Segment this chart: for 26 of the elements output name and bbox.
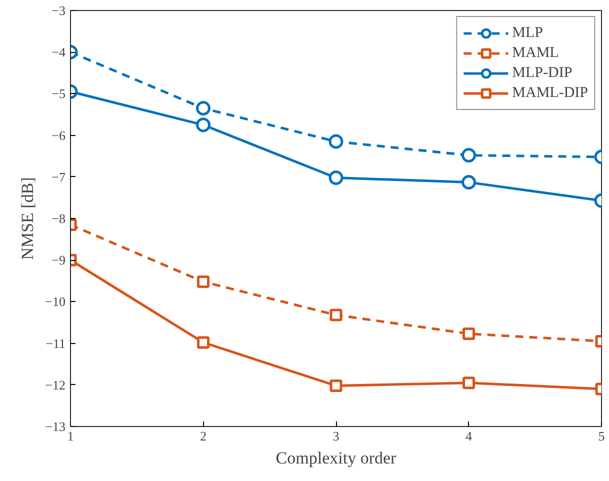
y-tick-label: −8 (52, 211, 66, 226)
y-tick-label: −3 (52, 3, 66, 18)
legend-label: MLP (512, 24, 543, 42)
legend-label: MAML (512, 44, 559, 62)
y-tick-label: −9 (52, 252, 66, 268)
x-tick-label: 5 (598, 428, 605, 444)
x-tick-label: 2 (200, 428, 206, 444)
y-tick-label: −11 (46, 336, 66, 351)
y-tick-label: −6 (52, 128, 66, 143)
point (330, 308, 342, 322)
x-tick-label: 3 (332, 428, 340, 444)
y-tick-label: −10 (45, 294, 66, 310)
y-tick-label: −12 (45, 377, 66, 392)
point (328, 134, 344, 149)
point (330, 379, 342, 392)
x-axis-title: Complexity order (276, 448, 397, 468)
y-tick-label: −5 (52, 86, 66, 102)
point (328, 170, 344, 185)
y-tick-label: −13 (45, 419, 66, 434)
legend-label: MLP-DIP (512, 64, 572, 82)
legend-label: MAML-DIP (512, 84, 588, 102)
x-tick-label: 1 (67, 428, 74, 444)
x-tick-label: 4 (466, 428, 472, 444)
y-tick-label: −4 (52, 44, 66, 60)
y-axis-title: NMSE [dB] (18, 177, 38, 260)
y-tick-label: −7 (52, 169, 66, 184)
